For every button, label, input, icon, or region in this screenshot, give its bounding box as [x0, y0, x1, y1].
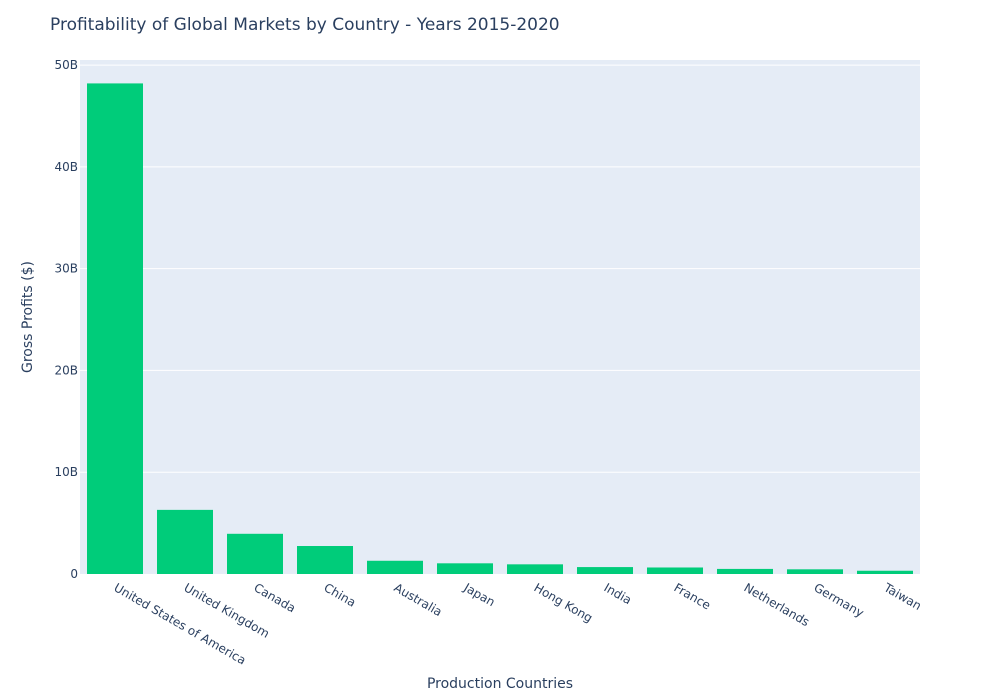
y-tick-label: 50B [54, 58, 78, 72]
bar[interactable] [857, 570, 913, 574]
x-tick-label: Taiwan [881, 580, 924, 613]
x-tick-label: Netherlands [742, 580, 812, 629]
bars [87, 83, 913, 574]
bar[interactable] [227, 533, 283, 574]
x-tick-label: Australia [392, 580, 445, 619]
bar[interactable] [787, 569, 843, 574]
x-axis-title: Production Countries [427, 676, 573, 692]
gridlines [80, 64, 920, 473]
bar[interactable] [647, 567, 703, 574]
y-tick-label: 0 [70, 567, 78, 581]
plot-area [80, 60, 920, 574]
x-tick-label: France [672, 580, 714, 612]
bar[interactable] [507, 564, 563, 574]
bar[interactable] [297, 546, 353, 574]
x-tick-label: India [602, 580, 635, 607]
bar[interactable] [717, 568, 773, 574]
bar[interactable] [437, 563, 493, 574]
x-tick-label: Hong Kong [532, 580, 596, 625]
x-tick-label: China [322, 580, 359, 609]
y-tick-label: 40B [54, 160, 78, 174]
x-tick-label: United States of America [112, 580, 249, 667]
bar[interactable] [87, 83, 143, 574]
y-axis-title: Gross Profits ($) [20, 261, 36, 373]
x-tick-label: Germany [812, 580, 867, 620]
y-tick-label: 20B [54, 363, 78, 377]
y-axis-ticks: 0 10B 20B 30B 40B 50B [54, 58, 78, 581]
chart-title: Profitability of Global Markets by Count… [50, 15, 560, 35]
bar[interactable] [157, 509, 213, 574]
y-tick-label: 10B [54, 465, 78, 479]
x-tick-label: Japan [461, 580, 498, 609]
bar[interactable] [367, 560, 423, 574]
bar[interactable] [577, 567, 633, 574]
x-tick-label: Canada [252, 580, 299, 615]
y-tick-label: 30B [54, 262, 78, 276]
